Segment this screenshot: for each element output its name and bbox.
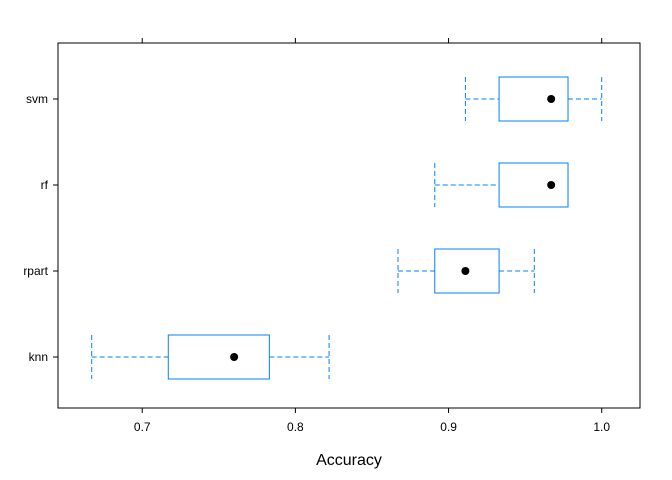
- box-series: [91, 76, 603, 380]
- y-tick-label-knn: knn: [29, 350, 48, 364]
- box-group-rf: [434, 162, 569, 208]
- box-group-knn: [91, 334, 330, 380]
- top-axis-ticks: [141, 38, 603, 43]
- y-tick-label-rf: rf: [41, 178, 49, 192]
- x-tick-label: 0.7: [134, 420, 151, 434]
- iqr-box: [167, 334, 270, 380]
- median-dot: [461, 267, 470, 275]
- median-dot: [547, 181, 556, 189]
- left-axis-ticks: svm rf rpart knn: [23, 92, 58, 364]
- x-tick-label: 1.0: [593, 420, 610, 434]
- median-dot: [547, 95, 556, 103]
- median-dot: [230, 353, 239, 361]
- x-tick-label: 0.8: [287, 420, 304, 434]
- x-axis-title: Accuracy: [316, 452, 382, 469]
- y-tick-label-rpart: rpart: [23, 264, 48, 278]
- y-tick-label-svm: svm: [26, 92, 48, 106]
- iqr-box: [498, 162, 569, 208]
- bottom-axis-ticks: 0.7 0.8 0.9 1.0: [134, 408, 610, 434]
- iqr-box: [434, 248, 500, 294]
- box-group-rpart: [397, 248, 535, 294]
- box-group-svm: [464, 76, 603, 122]
- iqr-box: [498, 76, 569, 122]
- x-tick-label: 0.9: [440, 420, 457, 434]
- plot-frame: [57, 42, 641, 409]
